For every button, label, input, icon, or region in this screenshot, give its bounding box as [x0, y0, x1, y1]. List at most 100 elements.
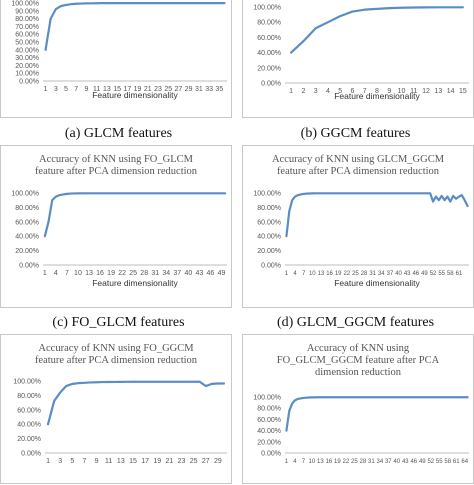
y-tick-label: 100.00% — [11, 191, 39, 198]
chart-panel-c: Accuracy of KNN using FO_GLCM feature af… — [0, 145, 232, 308]
x-tick-label: 7 — [82, 458, 86, 465]
series-line — [43, 192, 227, 238]
chart-a-plot: 0.00%10.00%20.00%30.00%40.00%50.00%60.00… — [11, 1, 227, 100]
x-tick-label: 29 — [214, 458, 222, 465]
x-tick-label: 11 — [105, 458, 112, 465]
x-tick-label: 25 — [352, 271, 359, 277]
y-tick-label: 50.00% — [15, 40, 39, 47]
y-tick-label: 100.00% — [253, 5, 281, 12]
series-line — [285, 192, 469, 238]
x-tick-label: 46 — [412, 271, 419, 277]
y-tick-label: 80.00% — [15, 205, 39, 212]
y-tick-label: 100.00% — [253, 395, 281, 402]
y-tick-label: 40.00% — [257, 428, 281, 435]
x-tick-label: 13 — [103, 86, 111, 93]
y-tick-label: 0.00% — [21, 451, 41, 458]
x-tick-label: 28 — [361, 271, 368, 277]
y-tick-label: 20.00% — [17, 436, 41, 443]
chart-d-title: Accuracy of KNN using GLCM_GGCM feature … — [271, 154, 445, 177]
x-tick-label: 16 — [96, 270, 104, 277]
x-tick-label: 13 — [85, 270, 93, 277]
x-tick-label: 40 — [393, 459, 400, 465]
x-tick-label: 43 — [404, 271, 411, 277]
x-tick-label: 19 — [334, 459, 341, 465]
x-tick-label: 25 — [351, 459, 358, 465]
x-tick-label: 34 — [376, 459, 383, 465]
x-tick-label: 5 — [64, 86, 68, 93]
x-tick-label: 13 — [318, 271, 325, 277]
y-tick-label: 20.00% — [257, 65, 281, 72]
x-tick-label: 22 — [343, 459, 350, 465]
y-tick-label: 80.00% — [15, 16, 39, 23]
x-tick-label: 61 — [456, 271, 463, 277]
chart-c-title: Accuracy of KNN using FO_GLCM feature af… — [34, 154, 198, 177]
y-tick-label: 20.00% — [15, 63, 39, 70]
x-tick-label: 27 — [202, 458, 210, 465]
y-tick-label: 40.00% — [17, 422, 41, 429]
x-tick-label: 1 — [44, 86, 48, 93]
chart-e-title: Accuracy of KNN using FO_GGCM feature af… — [34, 343, 198, 366]
y-tick-label: 40.00% — [257, 50, 281, 57]
x-tick-label: 31 — [195, 86, 203, 93]
y-tick-label: 0.00% — [261, 263, 281, 270]
caption-d: (d) GLCM_GGCM features — [276, 315, 435, 330]
y-tick-label: 100.00% — [11, 1, 39, 8]
x-tick-label: 46 — [410, 459, 417, 465]
y-tick-label: 0.00% — [261, 451, 281, 458]
y-tick-label: 80.00% — [257, 205, 281, 212]
y-tick-label: 20.00% — [257, 248, 281, 255]
x-tick-label: 11 — [410, 88, 417, 95]
series-line — [290, 6, 464, 54]
chart-b-plot: 0.00%20.00%40.00%60.00%80.00%100.00%1 2 3 4… — [253, 5, 469, 101]
y-tick-label: 80.00% — [257, 20, 281, 27]
chart-e-plot: 0.00%20.00%40.00%60.00%80.00%100.00%1 3 5 7… — [13, 379, 227, 465]
x-tick-label: 33 — [205, 86, 213, 93]
x-tick-label: 49 — [218, 270, 226, 277]
x-tick-label: 14 — [447, 88, 455, 95]
x-tick-label: 58 — [447, 271, 454, 277]
x-tick-label: 3 — [58, 458, 62, 465]
x-tick-label: 15 — [113, 86, 121, 93]
x-tick-label: 13 — [434, 88, 442, 95]
y-tick-label: 70.00% — [15, 24, 39, 31]
x-tick-label: 7 — [363, 88, 367, 95]
x-tick-label: 40 — [395, 271, 402, 277]
chart-panel-b: 0.00% 20.00% 40.00% 60.00% 80.00% 100.00% 1 2 3 4… — [242, 0, 474, 118]
x-tick-label: 37 — [173, 270, 181, 277]
x-tick-label: 27 — [175, 86, 183, 93]
x-tick-label: 55 — [438, 271, 445, 277]
y-tick-label: 20.00% — [257, 439, 281, 446]
x-tick-label: 25 — [129, 270, 137, 277]
y-tick-label: 100.00% — [253, 191, 281, 198]
y-tick-label: 100.00% — [13, 379, 41, 386]
y-tick-label: 60.00% — [257, 35, 281, 42]
x-tick-label: 4 — [293, 459, 297, 465]
x-tick-label: 58 — [444, 459, 451, 465]
x-tick-label: 29 — [185, 86, 193, 93]
chart-panel-a: 0.00% 10.00% 20.00% 30.00% 40.00% 50.00% 60.00… — [0, 0, 232, 118]
x-tick-label: 21 — [144, 86, 152, 93]
chart-d-plot: 0.00%20.00%40.00%60.00%80.00%100.00%1 4 7 1… — [253, 191, 469, 288]
x-tick-label: 22 — [118, 270, 126, 277]
chart-f-title: Accuracy of KNN using FO_GLCM_GGCM featu… — [276, 343, 440, 378]
x-tick-label: 19 — [153, 458, 161, 465]
x-tick-label: 9 — [95, 458, 99, 465]
x-tick-label: 25 — [164, 86, 172, 93]
x-tick-label: 7 — [302, 271, 306, 277]
x-tick-label: 25 — [190, 458, 198, 465]
chart-panel-d: Accuracy of KNN using GLCM_GGCM feature … — [242, 145, 474, 308]
x-tick-label: 7 — [65, 270, 69, 277]
x-tick-label: 1 — [285, 271, 289, 277]
x-tick-label: 1 — [46, 458, 50, 465]
x-tick-label: 9 — [387, 88, 391, 95]
x-tick-label: 10 — [74, 270, 82, 277]
x-tick-label: 10 — [309, 271, 316, 277]
x-tick-label: 8 — [375, 88, 379, 95]
x-tick-label: 19 — [335, 271, 342, 277]
x-tick-label: 5 — [70, 458, 74, 465]
x-tick-label: 49 — [421, 271, 428, 277]
chart-panel-e: Accuracy of KNN using FO_GGCM feature af… — [0, 334, 232, 484]
y-tick-label: 0.00% — [261, 81, 281, 88]
x-tick-label: 1 — [43, 270, 47, 277]
x-tick-label: 46 — [207, 270, 215, 277]
